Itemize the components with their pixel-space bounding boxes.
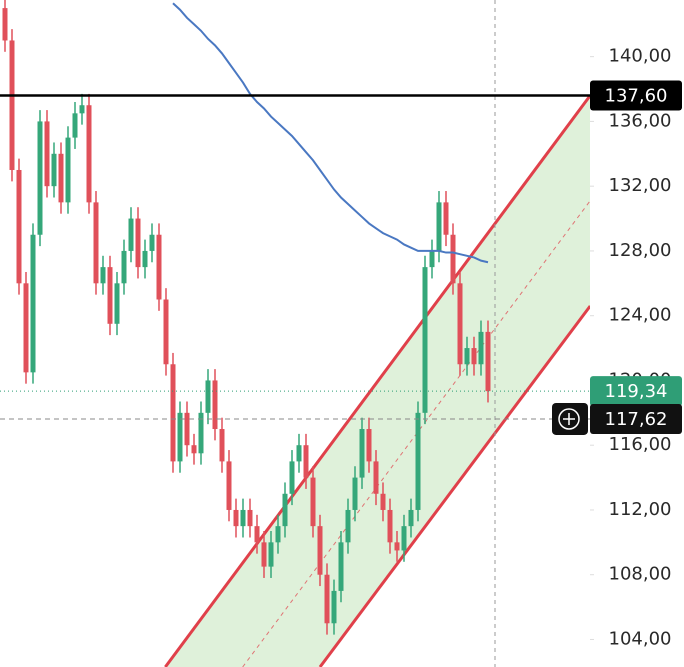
y-tick-label: 136,00 <box>609 110 672 131</box>
candle-body <box>394 542 400 551</box>
candle-body <box>268 542 274 567</box>
candle-body <box>485 331 491 392</box>
candle-body <box>184 412 190 446</box>
candle-body <box>44 121 50 187</box>
y-tick-label: 116,00 <box>609 434 672 455</box>
candle-body <box>471 348 477 365</box>
moving-average <box>172 2 489 264</box>
candle-body <box>317 526 323 575</box>
y-tick-label: 104,00 <box>609 628 672 649</box>
candle-body <box>121 250 127 284</box>
plot-area <box>0 0 590 667</box>
y-tick-label: 128,00 <box>609 240 672 261</box>
candle-body <box>478 331 484 365</box>
candle-body <box>114 283 120 324</box>
price-label-box <box>590 80 682 111</box>
channel-upper <box>164 94 590 667</box>
candle-body <box>296 445 302 462</box>
price-label-box <box>590 403 682 434</box>
candle-body <box>219 429 225 462</box>
y-tick-label: 140,00 <box>609 46 672 67</box>
candle-body <box>198 412 204 454</box>
candle-body <box>100 267 106 284</box>
candle-body <box>275 526 281 543</box>
candle-body <box>65 137 71 203</box>
candle-body <box>135 218 141 268</box>
candle-body <box>380 493 386 510</box>
price-label-box <box>590 376 682 407</box>
candle-body <box>58 153 64 203</box>
candle-body <box>240 509 246 527</box>
candle-body <box>345 509 351 543</box>
crosshair-button <box>558 408 580 430</box>
candle-body <box>163 299 169 365</box>
candle-body <box>303 445 309 478</box>
candle-body <box>177 412 183 462</box>
y-tick-label: 112,00 <box>609 499 672 520</box>
candle-body <box>254 526 260 543</box>
candle-body <box>464 348 470 365</box>
candle-body <box>156 234 162 300</box>
candle-body <box>205 380 211 413</box>
candle-body <box>366 429 372 462</box>
candle-body <box>338 542 344 591</box>
candle-body <box>415 412 421 510</box>
candle-body <box>93 202 99 284</box>
candle-body <box>359 429 365 478</box>
candle-body <box>191 445 197 454</box>
candle-body <box>37 121 43 235</box>
candle-body <box>331 590 337 624</box>
candle-body <box>212 380 218 430</box>
price-label: 119,34 <box>605 381 668 402</box>
price-label: 117,62 <box>605 409 668 430</box>
candle-body <box>142 250 148 268</box>
candle-body <box>149 234 155 251</box>
candle-body <box>72 113 78 138</box>
candle-body <box>282 493 288 527</box>
candle-body <box>436 202 442 251</box>
candle-body <box>422 267 428 413</box>
candle-body <box>9 40 15 170</box>
candle-body <box>30 234 36 373</box>
candle-body <box>226 461 232 510</box>
candle-body <box>51 153 57 187</box>
candle-body <box>373 461 379 494</box>
price-label: 137,60 <box>605 86 668 107</box>
candle-body <box>23 283 29 373</box>
candle-body <box>16 169 22 284</box>
candle-body <box>79 105 85 114</box>
price-axis: 104,00108,00112,00116,00120,00124,00128,… <box>552 46 682 649</box>
channel-lower <box>318 305 590 667</box>
candle-body <box>450 234 456 284</box>
crosshair-plus <box>563 412 575 425</box>
candle-body <box>408 509 414 527</box>
y-tick-label: 124,00 <box>609 305 672 326</box>
candle-body <box>261 542 267 567</box>
candle-body <box>443 202 449 235</box>
candle-body <box>247 509 253 527</box>
candle-body <box>310 477 316 527</box>
y-tick-label: 132,00 <box>609 175 672 196</box>
candle-body <box>170 364 176 462</box>
candle-body <box>2 8 8 41</box>
y-tick-label: 108,00 <box>609 564 672 585</box>
candle-body <box>387 509 393 543</box>
candle-body <box>107 267 113 324</box>
candle-body <box>86 105 92 203</box>
candle-body <box>289 461 295 494</box>
candle-body <box>233 509 239 527</box>
candle-body <box>352 477 358 510</box>
candle-body <box>429 250 435 268</box>
candle-body <box>401 526 407 551</box>
candle-body <box>128 218 134 251</box>
candle-body <box>457 283 463 365</box>
candle-body <box>324 574 330 624</box>
